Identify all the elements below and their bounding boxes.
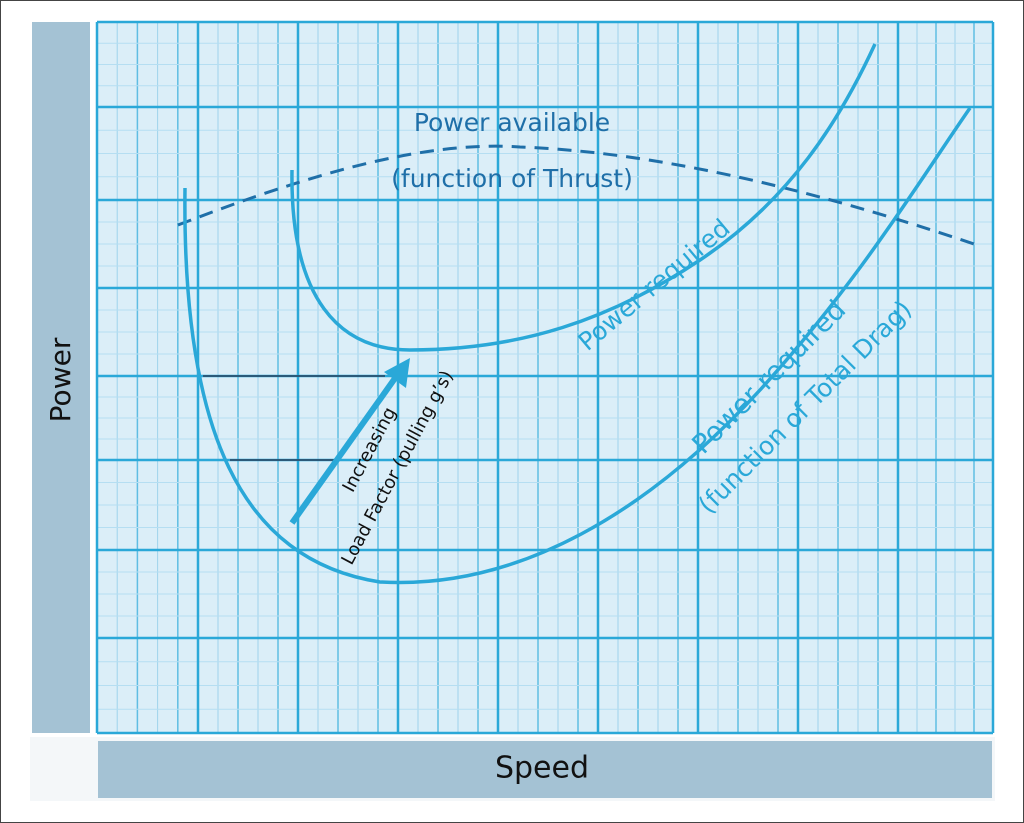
y-axis-label: Power	[44, 337, 77, 422]
arrow-shaft	[289, 372, 401, 525]
power-required-curve	[183, 107, 972, 585]
y-axis-bar	[32, 22, 90, 733]
grid	[95, 20, 995, 735]
curve-note: (function of Thrust)	[391, 164, 633, 193]
x-axis-label: Speed	[495, 751, 589, 786]
power-required-high-load-curve	[290, 43, 877, 352]
curve-label: Power available	[414, 108, 610, 137]
arrow-head	[384, 358, 410, 388]
x-axis-bar	[98, 741, 992, 798]
plot-background	[97, 22, 993, 733]
